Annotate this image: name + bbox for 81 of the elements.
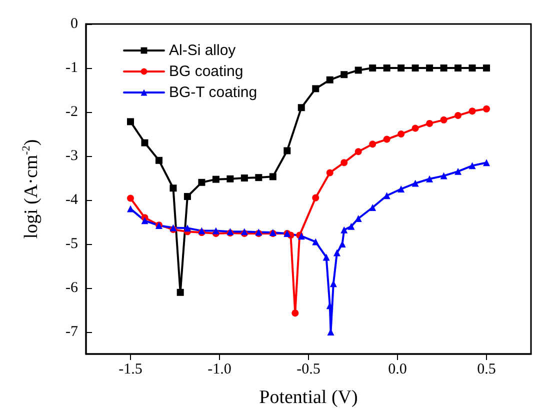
x-tick-label: 0.0 [388, 362, 407, 378]
x-axis-title: Potential (V) [259, 387, 358, 408]
point [340, 226, 348, 234]
y-tick-label: -2 [66, 104, 78, 120]
point [468, 64, 476, 72]
point [354, 148, 362, 156]
point [127, 194, 134, 202]
point [440, 116, 448, 124]
point [426, 64, 434, 72]
point [454, 168, 462, 175]
point [240, 174, 248, 182]
point [354, 66, 362, 74]
point [468, 108, 476, 115]
point [426, 120, 434, 127]
point [326, 76, 334, 84]
point [312, 85, 320, 92]
point [348, 222, 355, 230]
point [326, 169, 334, 176]
point [412, 124, 419, 132]
point [284, 147, 291, 154]
y-tick-label: -5 [66, 236, 78, 252]
point [226, 175, 234, 182]
y-tick-label: 0 [70, 16, 78, 32]
point [483, 159, 490, 166]
point [127, 205, 134, 212]
y-tick-label: -3 [66, 148, 78, 164]
point [312, 194, 320, 202]
point [369, 140, 376, 148]
point [155, 156, 162, 164]
point [483, 64, 490, 72]
x-tick-label: -0.5 [296, 362, 320, 378]
point [340, 159, 348, 166]
point [141, 139, 148, 146]
point [412, 180, 419, 187]
legend-label: BG coating [169, 63, 244, 80]
point [398, 130, 405, 138]
point [176, 288, 184, 296]
point [212, 176, 220, 183]
point [483, 105, 490, 112]
point [440, 64, 448, 72]
point [333, 249, 340, 256]
point [269, 173, 276, 180]
point [383, 136, 390, 143]
point [330, 280, 337, 288]
point [322, 254, 330, 261]
point [212, 227, 220, 234]
y-axis-title: logi (A·cm-2) [20, 139, 42, 239]
point [398, 64, 405, 72]
x-tick-label: 0.5 [477, 362, 496, 378]
legend-label: Al-Si alloy [169, 42, 236, 59]
x-tick-label: -1.5 [118, 362, 142, 378]
point [398, 186, 405, 192]
point [312, 238, 320, 246]
point [426, 175, 434, 182]
point [198, 178, 206, 186]
point [184, 224, 191, 232]
point [141, 217, 148, 224]
point [412, 64, 419, 72]
legend-label: BG-T coating [169, 84, 258, 101]
point [369, 64, 376, 72]
point [468, 162, 476, 170]
point [127, 118, 134, 126]
point [338, 240, 346, 248]
point [454, 112, 462, 120]
point [383, 192, 390, 200]
point [454, 64, 462, 72]
point [440, 172, 448, 180]
y-tick-label: -4 [66, 192, 78, 208]
point [298, 104, 305, 112]
y-tick-label: -1 [66, 60, 78, 76]
point [184, 192, 191, 200]
point [354, 214, 362, 222]
y-tick-label: -6 [66, 280, 78, 296]
point [369, 204, 376, 211]
point [292, 310, 299, 317]
y-tick-label: -7 [66, 324, 78, 340]
point [170, 184, 177, 192]
point [340, 71, 348, 78]
point [383, 64, 390, 72]
x-tick-label: -1.0 [208, 362, 232, 378]
point [255, 174, 262, 182]
